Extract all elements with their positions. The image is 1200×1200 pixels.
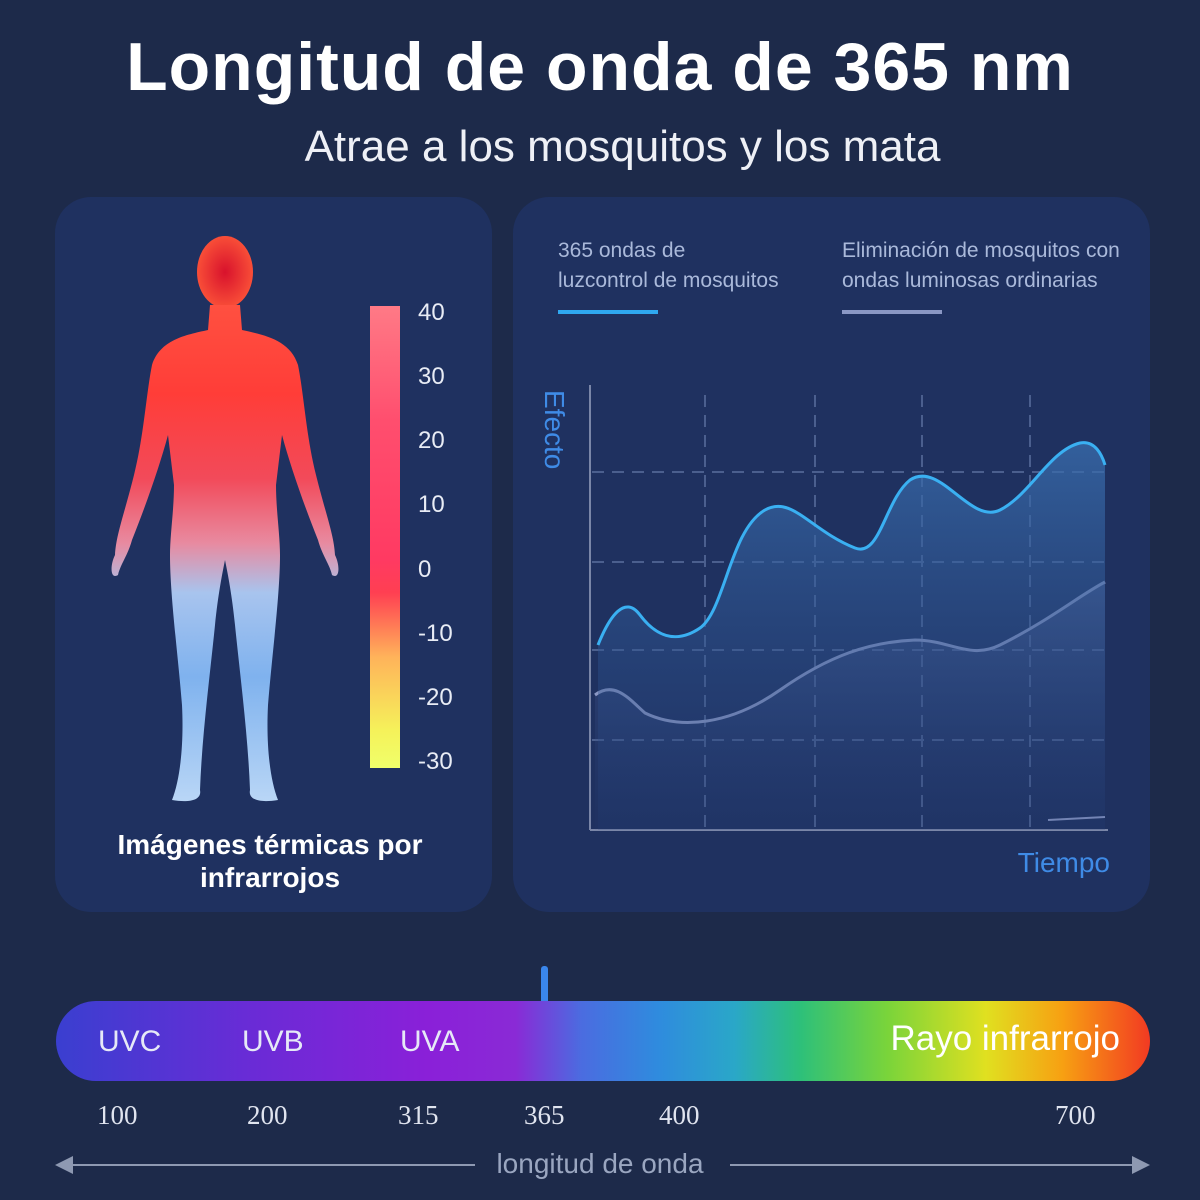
scale-tick: 10	[418, 491, 445, 518]
y-axis-label: Efecto	[539, 390, 570, 469]
scale-tick: -30	[418, 748, 453, 775]
scale-tick: 40	[418, 299, 445, 326]
wavelength-label: 315	[398, 1100, 439, 1130]
thermal-caption-line1: Imágenes térmicas por	[117, 829, 423, 860]
human-thermal-figure	[111, 236, 339, 802]
band-infrared: Rayo infrarrojo	[890, 1019, 1120, 1058]
uv365-area	[598, 442, 1105, 830]
wavelength-label: 365	[524, 1100, 565, 1130]
figure-body	[111, 305, 339, 802]
scale-tick: 30	[418, 363, 445, 390]
legend-ordinary-line2: ondas luminosas ordinarias	[842, 269, 1098, 292]
arrow-left-icon	[55, 1156, 73, 1174]
scale-tick: -10	[418, 620, 453, 647]
wavelength-label: 400	[659, 1100, 700, 1130]
band-uvc: UVC	[98, 1025, 162, 1058]
scale-tick: 0	[418, 556, 432, 583]
spectrum-bar	[56, 1001, 1150, 1081]
legend-365nm: 365 ondas de luzcontrol de mosquitos	[558, 236, 779, 296]
wavelength-label: 700	[1055, 1100, 1096, 1130]
thermal-caption-line2: infrarrojos	[199, 862, 341, 893]
legend-365nm-swatch	[558, 310, 658, 314]
band-uvb: UVB	[242, 1025, 304, 1058]
band-uva: UVA	[400, 1025, 460, 1058]
uv365-series-line	[596, 441, 1107, 646]
legend-365nm-line1: 365 ondas de	[558, 239, 686, 262]
legend-ordinary-swatch	[842, 310, 942, 314]
x-axis-label: Tiempo	[1018, 847, 1110, 878]
wavelength-label: 100	[97, 1100, 138, 1130]
legend-365nm-line2: luzcontrol de mosquitos	[558, 269, 779, 292]
arrow-right-icon	[1132, 1156, 1150, 1174]
scale-tick: 20	[418, 427, 445, 454]
wavelength-label: 200	[247, 1100, 288, 1130]
legend-ordinary-line1: Eliminación de mosquitos con	[842, 239, 1120, 262]
scale-tick: -20	[418, 684, 453, 711]
page-subtitle: Atrae a los mosquitos y los mata	[304, 122, 941, 171]
effect-chart: Efecto Tiempo	[539, 385, 1110, 878]
temperature-scale-bar	[370, 306, 400, 768]
figure-head	[197, 236, 253, 308]
page-title: Longitud de onda de 365 nm	[126, 29, 1074, 105]
legend-ordinary: Eliminación de mosquitos con ondas lumin…	[842, 236, 1120, 296]
thermal-caption: Imágenes térmicas por infrarrojos	[55, 828, 485, 894]
wavelength-axis-label: longitud de onda	[496, 1148, 704, 1179]
wavelength-axis-arrow	[55, 1156, 1150, 1174]
